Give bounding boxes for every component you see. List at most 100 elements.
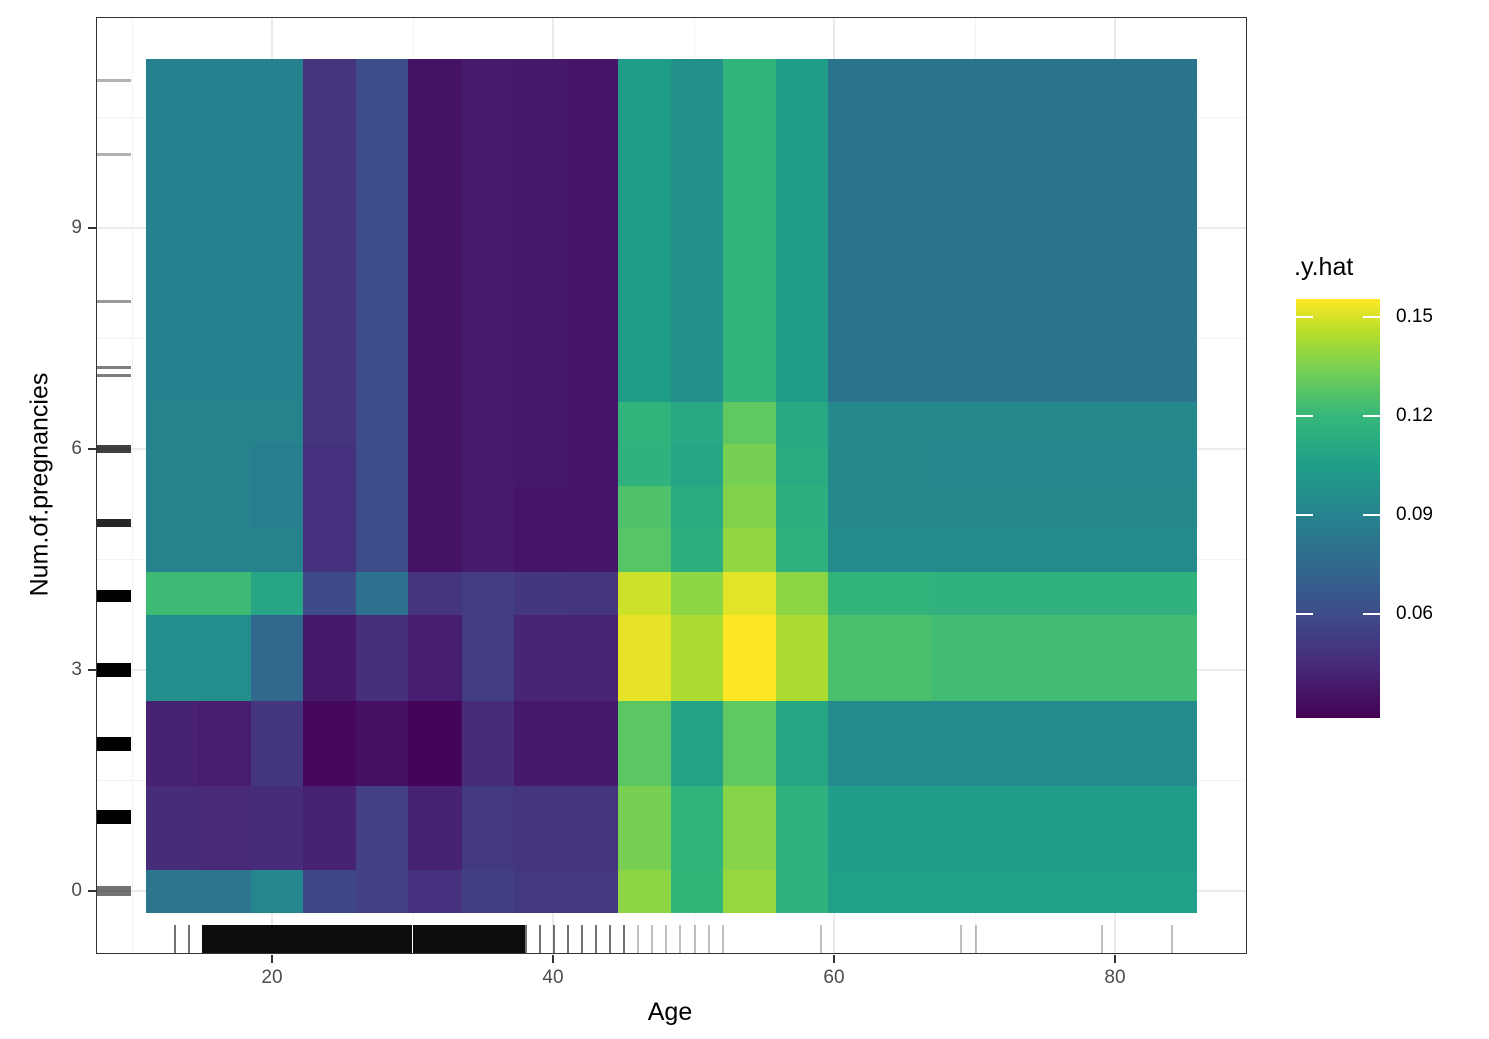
legend-label-015: 0.15: [1396, 306, 1433, 327]
heatmap-cell: [671, 784, 724, 871]
rug-mark-x: [454, 925, 469, 953]
heatmap-cell: [723, 443, 777, 486]
heatmap-cell: [461, 485, 515, 529]
heatmap-cell: [671, 614, 724, 701]
y-tick-mark: [88, 447, 96, 450]
heatmap-cell: [461, 571, 515, 615]
rug-mark-y: [97, 152, 131, 156]
rug-mark-y: [97, 300, 131, 304]
heatmap-cell: [671, 443, 724, 486]
heatmap-cell: [197, 59, 252, 402]
heatmap-cell: [567, 614, 619, 701]
heatmap-cell: [145, 614, 199, 701]
heatmap-cell: [828, 869, 933, 913]
heatmap-cell: [461, 527, 515, 572]
heatmap-cell: [617, 59, 672, 402]
heatmap-cell: [197, 571, 252, 615]
heatmap-cell: [250, 485, 304, 529]
heatmap-cell: [408, 485, 463, 529]
heatmap-cell: [197, 700, 252, 786]
heatmap-cell: [513, 571, 568, 615]
rug-mark-x: [974, 925, 977, 953]
y-tick-label: 9: [71, 216, 82, 238]
rug-mark-x: [567, 925, 570, 953]
rug-mark-x: [173, 925, 176, 953]
x-tick-label: 60: [823, 967, 845, 988]
rug-mark-x: [356, 925, 371, 953]
rug-mark-y: [97, 662, 131, 677]
heatmap-cell: [250, 784, 304, 871]
heatmap-cell: [408, 614, 463, 701]
heatmap-cell: [567, 700, 619, 786]
heatmap-cell: [513, 614, 568, 701]
heatmap-cell: [567, 485, 619, 529]
heatmap-cell: [671, 527, 724, 572]
heatmap-cell: [776, 59, 829, 402]
rug-mark-x: [595, 925, 598, 953]
y-tick-label: 6: [71, 437, 82, 459]
rug-mark-x: [314, 925, 329, 953]
rug-mark-x: [496, 925, 511, 953]
rug-mark-x: [342, 925, 357, 953]
heatmap-cell: [197, 443, 252, 486]
heatmap-cell: [776, 443, 829, 486]
legend-label-006: 0.06: [1396, 603, 1433, 624]
heatmap-cell: [145, 485, 199, 529]
legend-title: .y.hat: [1294, 253, 1354, 281]
heatmap-cell: [932, 869, 1198, 913]
heatmap-cell: [723, 784, 777, 871]
heatmap-cell: [617, 527, 672, 572]
heatmap-cell: [617, 485, 672, 529]
x-tick-mark: [1114, 955, 1116, 963]
heatmap-cell: [567, 527, 619, 572]
rug-mark-x: [300, 925, 315, 953]
legend-tick-mark: [1296, 613, 1313, 615]
legend-colorbar: [1296, 299, 1380, 718]
heatmap-cell: [932, 527, 1198, 572]
heatmap-cell: [776, 869, 829, 913]
heatmap-cell: [145, 571, 199, 615]
heatmap-cell: [828, 700, 933, 786]
heatmap-cell: [145, 59, 199, 402]
rug-mark-x: [229, 925, 244, 953]
heatmap-cell: [671, 59, 724, 402]
heatmap-cell: [513, 700, 568, 786]
legend-tick-mark: [1363, 415, 1380, 417]
heatmap-cell: [408, 401, 463, 444]
heatmap-cell: [250, 571, 304, 615]
heatmap-cell: [461, 443, 515, 486]
rug-mark-x: [272, 925, 286, 953]
rug-mark-x: [609, 925, 612, 953]
heatmap-cell: [617, 700, 672, 786]
heatmap-cell: [250, 700, 304, 786]
legend-tick-mark: [1363, 316, 1380, 318]
heatmap-cell: [567, 443, 619, 486]
heatmap-cell: [408, 527, 463, 572]
heatmap-cell: [356, 614, 409, 701]
heatmap-cell: [828, 571, 933, 615]
heatmap-cell: [408, 443, 463, 486]
heatmap-cell: [302, 443, 357, 486]
rug-mark-x: [328, 925, 343, 953]
heatmap-cell: [302, 527, 357, 572]
heatmap-cell: [828, 59, 933, 402]
rug-mark-x: [623, 925, 626, 953]
rug-mark-x: [1100, 925, 1103, 953]
heatmap-cell: [932, 571, 1198, 615]
x-tick-label: 40: [542, 967, 564, 988]
heatmap-cell: [250, 527, 304, 572]
x-tick-label: 80: [1104, 967, 1126, 988]
heatmap-cell: [302, 571, 357, 615]
heatmap-cell: [302, 485, 357, 529]
heatmap-cell: [723, 571, 777, 615]
rug-mark-x: [510, 925, 525, 953]
heatmap-cell: [302, 700, 357, 786]
rug-mark-x: [412, 925, 427, 953]
heatmap-cell: [461, 869, 515, 913]
heatmap-cell: [302, 784, 357, 871]
heatmap-cell: [513, 784, 568, 871]
heatmap-cell: [513, 59, 568, 402]
heatmap-cell: [197, 485, 252, 529]
heatmap-cell: [197, 784, 252, 871]
heatmap-cell: [145, 869, 199, 913]
